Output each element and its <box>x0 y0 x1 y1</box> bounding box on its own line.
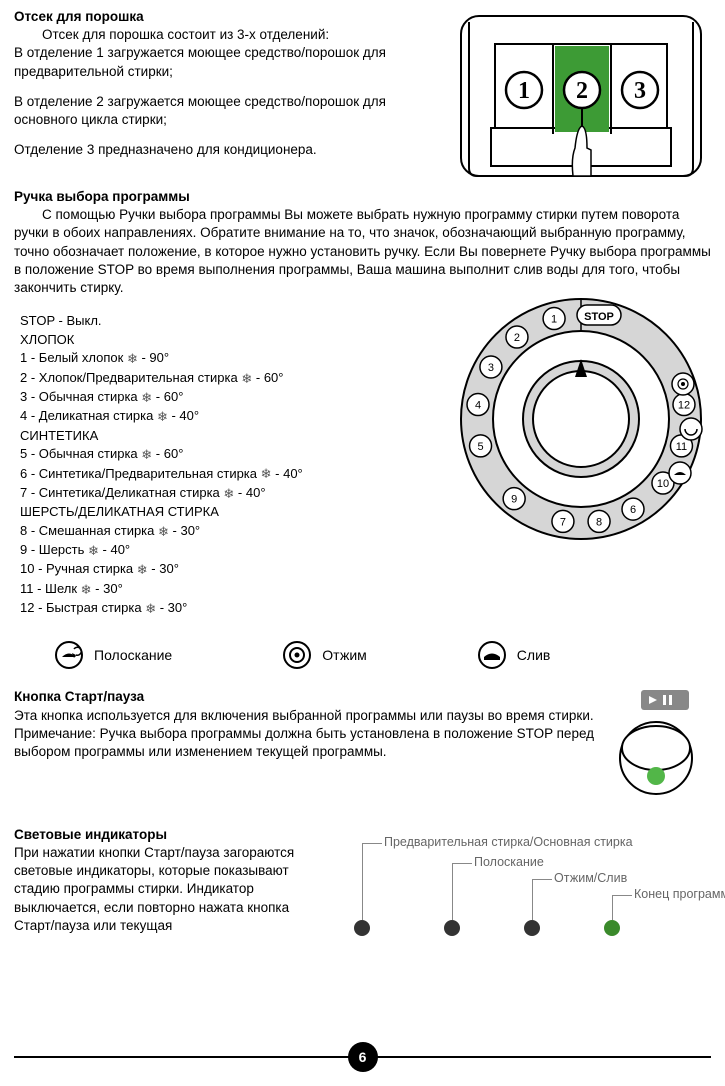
selector-section: Ручка выбора программы С помощью Ручки в… <box>14 188 711 297</box>
led-dot-3 <box>524 920 540 936</box>
prog-5: 5 - Обычная стирка ❄ - 60° <box>20 445 451 463</box>
legend-spin-label: Отжим <box>322 646 367 665</box>
prog-12: 12 - Быстрая стирка ❄ - 30° <box>20 599 451 617</box>
prog-group-wool: ШЕРСТЬ/ДЕЛИКАТНАЯ СТИРКА <box>20 503 451 521</box>
svg-text:1: 1 <box>518 78 530 104</box>
svg-text:9: 9 <box>511 494 517 506</box>
selector-body: С помощью Ручки выбора программы Вы може… <box>14 206 711 297</box>
snowflake-icon: ❄ <box>141 446 152 464</box>
detergent-p1: В отделение 1 загружается моющее средств… <box>14 44 441 80</box>
snowflake-icon: ❄ <box>127 350 138 368</box>
led-label-2: Полоскание <box>474 854 544 871</box>
svg-text:12: 12 <box>678 400 690 412</box>
svg-text:6: 6 <box>630 504 636 516</box>
start-pause-figure <box>611 688 711 813</box>
start-pause-section: Кнопка Старт/пауза Эта кнопка использует… <box>14 688 711 813</box>
start-pause-body: Эта кнопка используется для включения вы… <box>14 707 601 762</box>
detergent-intro: Отсек для порошка состоит из 3-х отделен… <box>14 26 441 44</box>
legend-drain: Слив <box>477 640 551 670</box>
led-dot-1 <box>354 920 370 936</box>
led-label-4: Конец программы <box>634 886 725 903</box>
prog-9: 9 - Шерсть ❄ - 40° <box>20 541 451 559</box>
prog-10: 10 - Ручная стирка ❄ - 30° <box>20 560 451 578</box>
led-section: Световые индикаторы При нажатии кнопки С… <box>14 826 711 936</box>
detergent-text: Отсек для порошка Отсек для порошка сост… <box>14 8 451 188</box>
svg-text:7: 7 <box>560 517 566 529</box>
svg-text:1: 1 <box>551 314 557 326</box>
spin-icon <box>282 640 312 670</box>
prog-4: 4 - Деликатная стирка ❄ - 40° <box>20 407 451 425</box>
snowflake-icon: ❄ <box>141 389 152 407</box>
svg-text:4: 4 <box>475 400 481 412</box>
drain-icon <box>477 640 507 670</box>
prog-11: 11 - Шелк ❄ - 30° <box>20 580 451 598</box>
legend-rinse: Полоскание <box>54 640 172 670</box>
svg-text:8: 8 <box>596 517 602 529</box>
detergent-section: Отсек для порошка Отсек для порошка сост… <box>14 8 711 188</box>
prog-6: 6 - Синтетика/Предварительная стирка ❄ -… <box>20 465 451 483</box>
snowflake-icon: ❄ <box>158 523 169 541</box>
program-dial-figure: STOP 123459786101112 <box>451 289 711 549</box>
dial-stop-label: STOP <box>584 311 614 323</box>
selector-title: Ручка выбора программы <box>14 188 711 206</box>
legend-drain-label: Слив <box>517 646 551 665</box>
led-label-1: Предварительная стирка/Основная стирка <box>384 834 633 851</box>
led-body: При нажатии кнопки Старт/пауза загораютс… <box>14 844 324 935</box>
prog-group-cotton: ХЛОПОК <box>20 331 451 349</box>
snowflake-icon: ❄ <box>241 370 252 388</box>
snowflake-icon: ❄ <box>261 465 272 483</box>
led-diagram: Предварительная стирка/Основная стирка П… <box>324 826 711 936</box>
page-number: 6 <box>348 1042 378 1072</box>
led-text: Световые индикаторы При нажатии кнопки С… <box>14 826 324 936</box>
prog-1: 1 - Белый хлопок ❄ - 90° <box>20 349 451 367</box>
legend-spin: Отжим <box>282 640 367 670</box>
led-title: Световые индикаторы <box>14 826 324 844</box>
led-label-3: Отжим/Слив <box>554 870 627 887</box>
snowflake-icon: ❄ <box>81 581 92 599</box>
svg-text:3: 3 <box>488 362 494 374</box>
snowflake-icon: ❄ <box>145 600 156 618</box>
start-pause-title: Кнопка Старт/пауза <box>14 688 601 706</box>
prog-8: 8 - Смешанная стирка ❄ - 30° <box>20 522 451 540</box>
cycle-legend: Полоскание Отжим Слив <box>54 640 711 670</box>
svg-text:5: 5 <box>477 441 483 453</box>
prog-stop: STOP - Выкл. <box>20 312 451 330</box>
legend-rinse-label: Полоскание <box>94 646 172 665</box>
prog-group-synth: СИНТЕТИКА <box>20 427 451 445</box>
program-list: STOP - Выкл. ХЛОПОК 1 - Белый хлопок ❄ -… <box>20 311 451 618</box>
svg-text:11: 11 <box>676 441 687 453</box>
detergent-p3: Отделение 3 предназначено для кондиционе… <box>14 141 441 159</box>
prog-2: 2 - Хлопок/Предварительная стирка ❄ - 60… <box>20 369 451 387</box>
snowflake-icon: ❄ <box>88 542 99 560</box>
svg-text:3: 3 <box>634 78 646 104</box>
led-dot-2 <box>444 920 460 936</box>
svg-text:10: 10 <box>657 478 669 490</box>
svg-text:2: 2 <box>576 78 588 104</box>
programs-and-dial: STOP - Выкл. ХЛОПОК 1 - Белый хлопок ❄ -… <box>14 297 711 618</box>
start-pause-text: Кнопка Старт/пауза Эта кнопка использует… <box>14 688 611 813</box>
detergent-drawer-figure: 1 2 3 <box>451 8 711 188</box>
snowflake-icon: ❄ <box>157 408 168 426</box>
snowflake-icon: ❄ <box>223 485 234 503</box>
snowflake-icon: ❄ <box>137 561 148 579</box>
rinse-icon <box>54 640 84 670</box>
prog-3: 3 - Обычная стирка ❄ - 60° <box>20 388 451 406</box>
prog-7: 7 - Синтетика/Деликатная стирка ❄ - 40° <box>20 484 451 502</box>
detergent-p2: В отделение 2 загружается моющее средств… <box>14 93 441 129</box>
led-dot-4 <box>604 920 620 936</box>
detergent-title: Отсек для порошка <box>14 8 441 26</box>
svg-text:2: 2 <box>514 332 520 344</box>
